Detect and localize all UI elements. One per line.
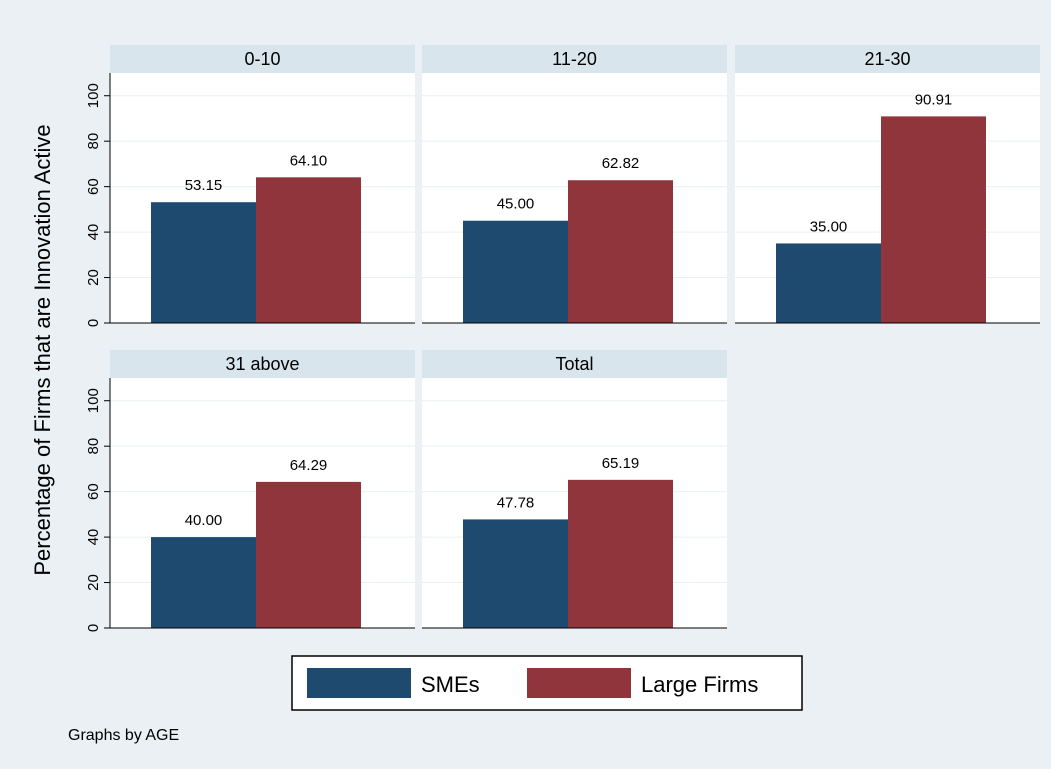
y-tick-label: 80 [85, 438, 102, 455]
panel-4: 31 above 0 20 40 60 80 100 40.00 64.29 [85, 350, 415, 632]
y-tick-label: 100 [85, 388, 102, 413]
y-tick-label: 20 [85, 574, 102, 591]
panel-title: 0-10 [244, 49, 280, 69]
data-label: 62.82 [602, 155, 640, 172]
legend: SMEs Large Firms [291, 655, 803, 711]
panel-1: 0-10 0 20 40 60 80 100 53.15 64.10 [85, 45, 415, 327]
data-label: 90.91 [915, 91, 953, 108]
legend-swatch-smes [307, 668, 411, 698]
panel-5: Total 47.78 65.19 [422, 350, 727, 629]
legend-swatch-large-firms [527, 668, 631, 698]
panels: 0-10 0 20 40 60 80 100 53.15 64.10 11-20 45.00 62.8… [85, 45, 1040, 632]
y-tick-label: 40 [85, 224, 102, 241]
bar-smes [151, 537, 256, 628]
bar-smes [463, 519, 568, 628]
y-axis-label: Percentage of Firms that are Innovation … [30, 124, 55, 575]
bar-large-firms [568, 180, 673, 323]
panel-3: 21-30 35.00 90.91 [735, 45, 1040, 324]
panel-title: 21-30 [864, 49, 910, 69]
bar-smes [776, 243, 881, 323]
legend-label-smes: SMEs [421, 672, 480, 697]
bar-smes [463, 220, 568, 323]
bar-smes [151, 202, 256, 323]
panel-header [110, 350, 415, 378]
y-tick-label: 20 [85, 269, 102, 286]
panel-title: 11-20 [552, 49, 597, 69]
graphs-by-note: Graphs by AGE [68, 727, 179, 744]
panel-2: 11-20 45.00 62.82 [422, 45, 727, 324]
bar-large-firms [256, 481, 361, 628]
bar-large-firms [256, 177, 361, 323]
y-tick-label: 80 [85, 133, 102, 150]
data-label: 53.15 [185, 177, 223, 194]
y-tick-label: 40 [85, 529, 102, 546]
y-tick-label: 0 [85, 624, 102, 632]
data-label: 40.00 [185, 512, 223, 529]
panel-header [422, 45, 727, 73]
data-label: 47.78 [497, 494, 535, 511]
y-tick-label: 0 [85, 319, 102, 327]
panel-title: 31 above [225, 354, 299, 374]
data-label: 65.19 [602, 455, 640, 472]
panel-header [422, 350, 727, 378]
bar-large-firms [881, 116, 986, 324]
panel-title: Total [555, 354, 593, 374]
data-label: 35.00 [810, 218, 848, 235]
y-tick-label: 100 [85, 83, 102, 108]
y-tick-label: 60 [85, 483, 102, 500]
panel-header [735, 45, 1040, 73]
bar-large-firms [568, 479, 673, 628]
legend-label-large-firms: Large Firms [641, 672, 758, 697]
y-tick-label: 60 [85, 178, 102, 195]
data-label: 64.10 [290, 152, 328, 169]
data-label: 45.00 [497, 196, 535, 213]
panel-header [110, 45, 415, 73]
data-label: 64.29 [290, 457, 328, 474]
